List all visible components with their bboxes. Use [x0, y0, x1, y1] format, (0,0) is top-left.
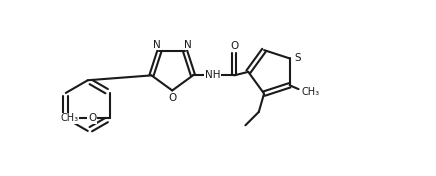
Text: O: O: [88, 113, 96, 123]
Text: CH₃: CH₃: [61, 113, 79, 123]
Text: O: O: [168, 93, 177, 102]
Text: N: N: [153, 40, 160, 50]
Text: NH: NH: [204, 70, 220, 80]
Text: S: S: [294, 53, 301, 63]
Text: O: O: [230, 41, 238, 51]
Text: CH₃: CH₃: [302, 87, 320, 97]
Text: N: N: [184, 40, 192, 50]
